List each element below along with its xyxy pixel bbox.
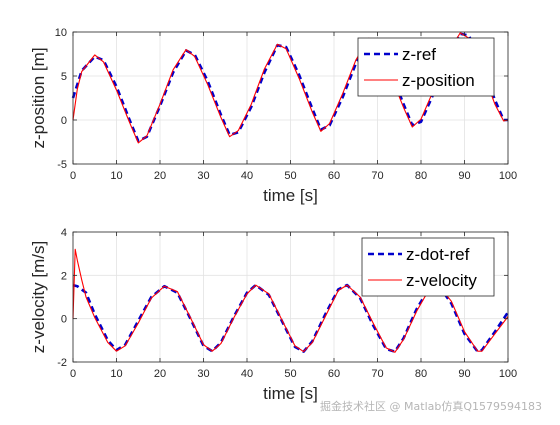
legend-label: z-ref: [402, 45, 436, 64]
x-tick-label: 50: [284, 170, 296, 182]
x-tick-label: 100: [499, 368, 517, 380]
y-tick-label: 2: [61, 270, 67, 282]
y-tick-label: 0: [61, 314, 67, 326]
x-tick-label: 20: [154, 170, 166, 182]
x-tick-label: 90: [458, 368, 470, 380]
x-axis-label: time [s]: [263, 186, 318, 205]
x-tick-label: 30: [197, 170, 209, 182]
x-axis-label: time [s]: [263, 384, 318, 403]
x-tick-label: 50: [284, 368, 296, 380]
y-tick-label: -2: [57, 357, 67, 369]
x-tick-label: 20: [154, 368, 166, 380]
y-tick-label: 10: [55, 27, 67, 39]
x-tick-label: 10: [110, 368, 122, 380]
x-tick-label: 80: [415, 170, 427, 182]
x-tick-label: 70: [371, 368, 383, 380]
y-tick-label: -5: [57, 159, 67, 171]
legend: z-dot-ref z-velocity: [362, 238, 494, 296]
x-tick-label: 60: [328, 368, 340, 380]
x-tick-label: 30: [197, 368, 209, 380]
y-tick-label: 5: [61, 71, 67, 83]
x-tick-label: 0: [70, 170, 76, 182]
y-tick-label: 4: [61, 227, 67, 239]
x-tick-label: 10: [110, 170, 122, 182]
x-tick-label: 40: [241, 368, 253, 380]
x-tick-label: 60: [328, 170, 340, 182]
legend-label: z-position: [402, 71, 475, 90]
x-tick-label: 100: [499, 170, 517, 182]
y-tick-label: 0: [61, 115, 67, 127]
x-tick-label: 80: [415, 368, 427, 380]
x-tick-label: 0: [70, 368, 76, 380]
legend-label: z-dot-ref: [406, 245, 470, 264]
legend-label: z-velocity: [406, 271, 477, 290]
y-axis-label: z-position [m]: [29, 47, 48, 148]
watermark-text: 掘金技术社区 @ Matlab仿真Q1579594183: [320, 398, 542, 414]
y-axis-label: z-velocity [m/s]: [29, 241, 48, 353]
x-tick-label: 70: [371, 170, 383, 182]
x-tick-label: 40: [241, 170, 253, 182]
legend: z-ref z-position: [358, 38, 494, 96]
x-tick-label: 90: [458, 170, 470, 182]
